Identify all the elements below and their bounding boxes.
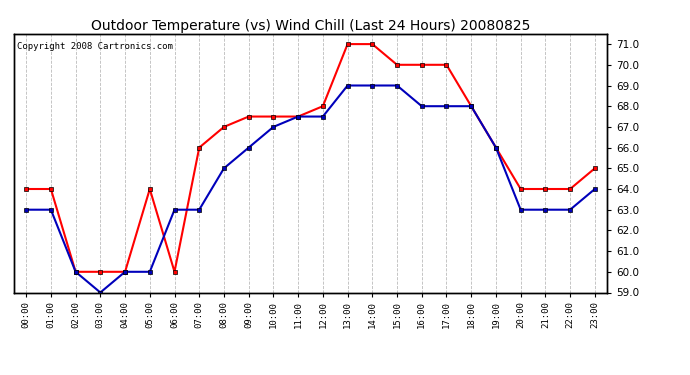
Title: Outdoor Temperature (vs) Wind Chill (Last 24 Hours) 20080825: Outdoor Temperature (vs) Wind Chill (Las… [91, 19, 530, 33]
Text: Copyright 2008 Cartronics.com: Copyright 2008 Cartronics.com [17, 42, 172, 51]
